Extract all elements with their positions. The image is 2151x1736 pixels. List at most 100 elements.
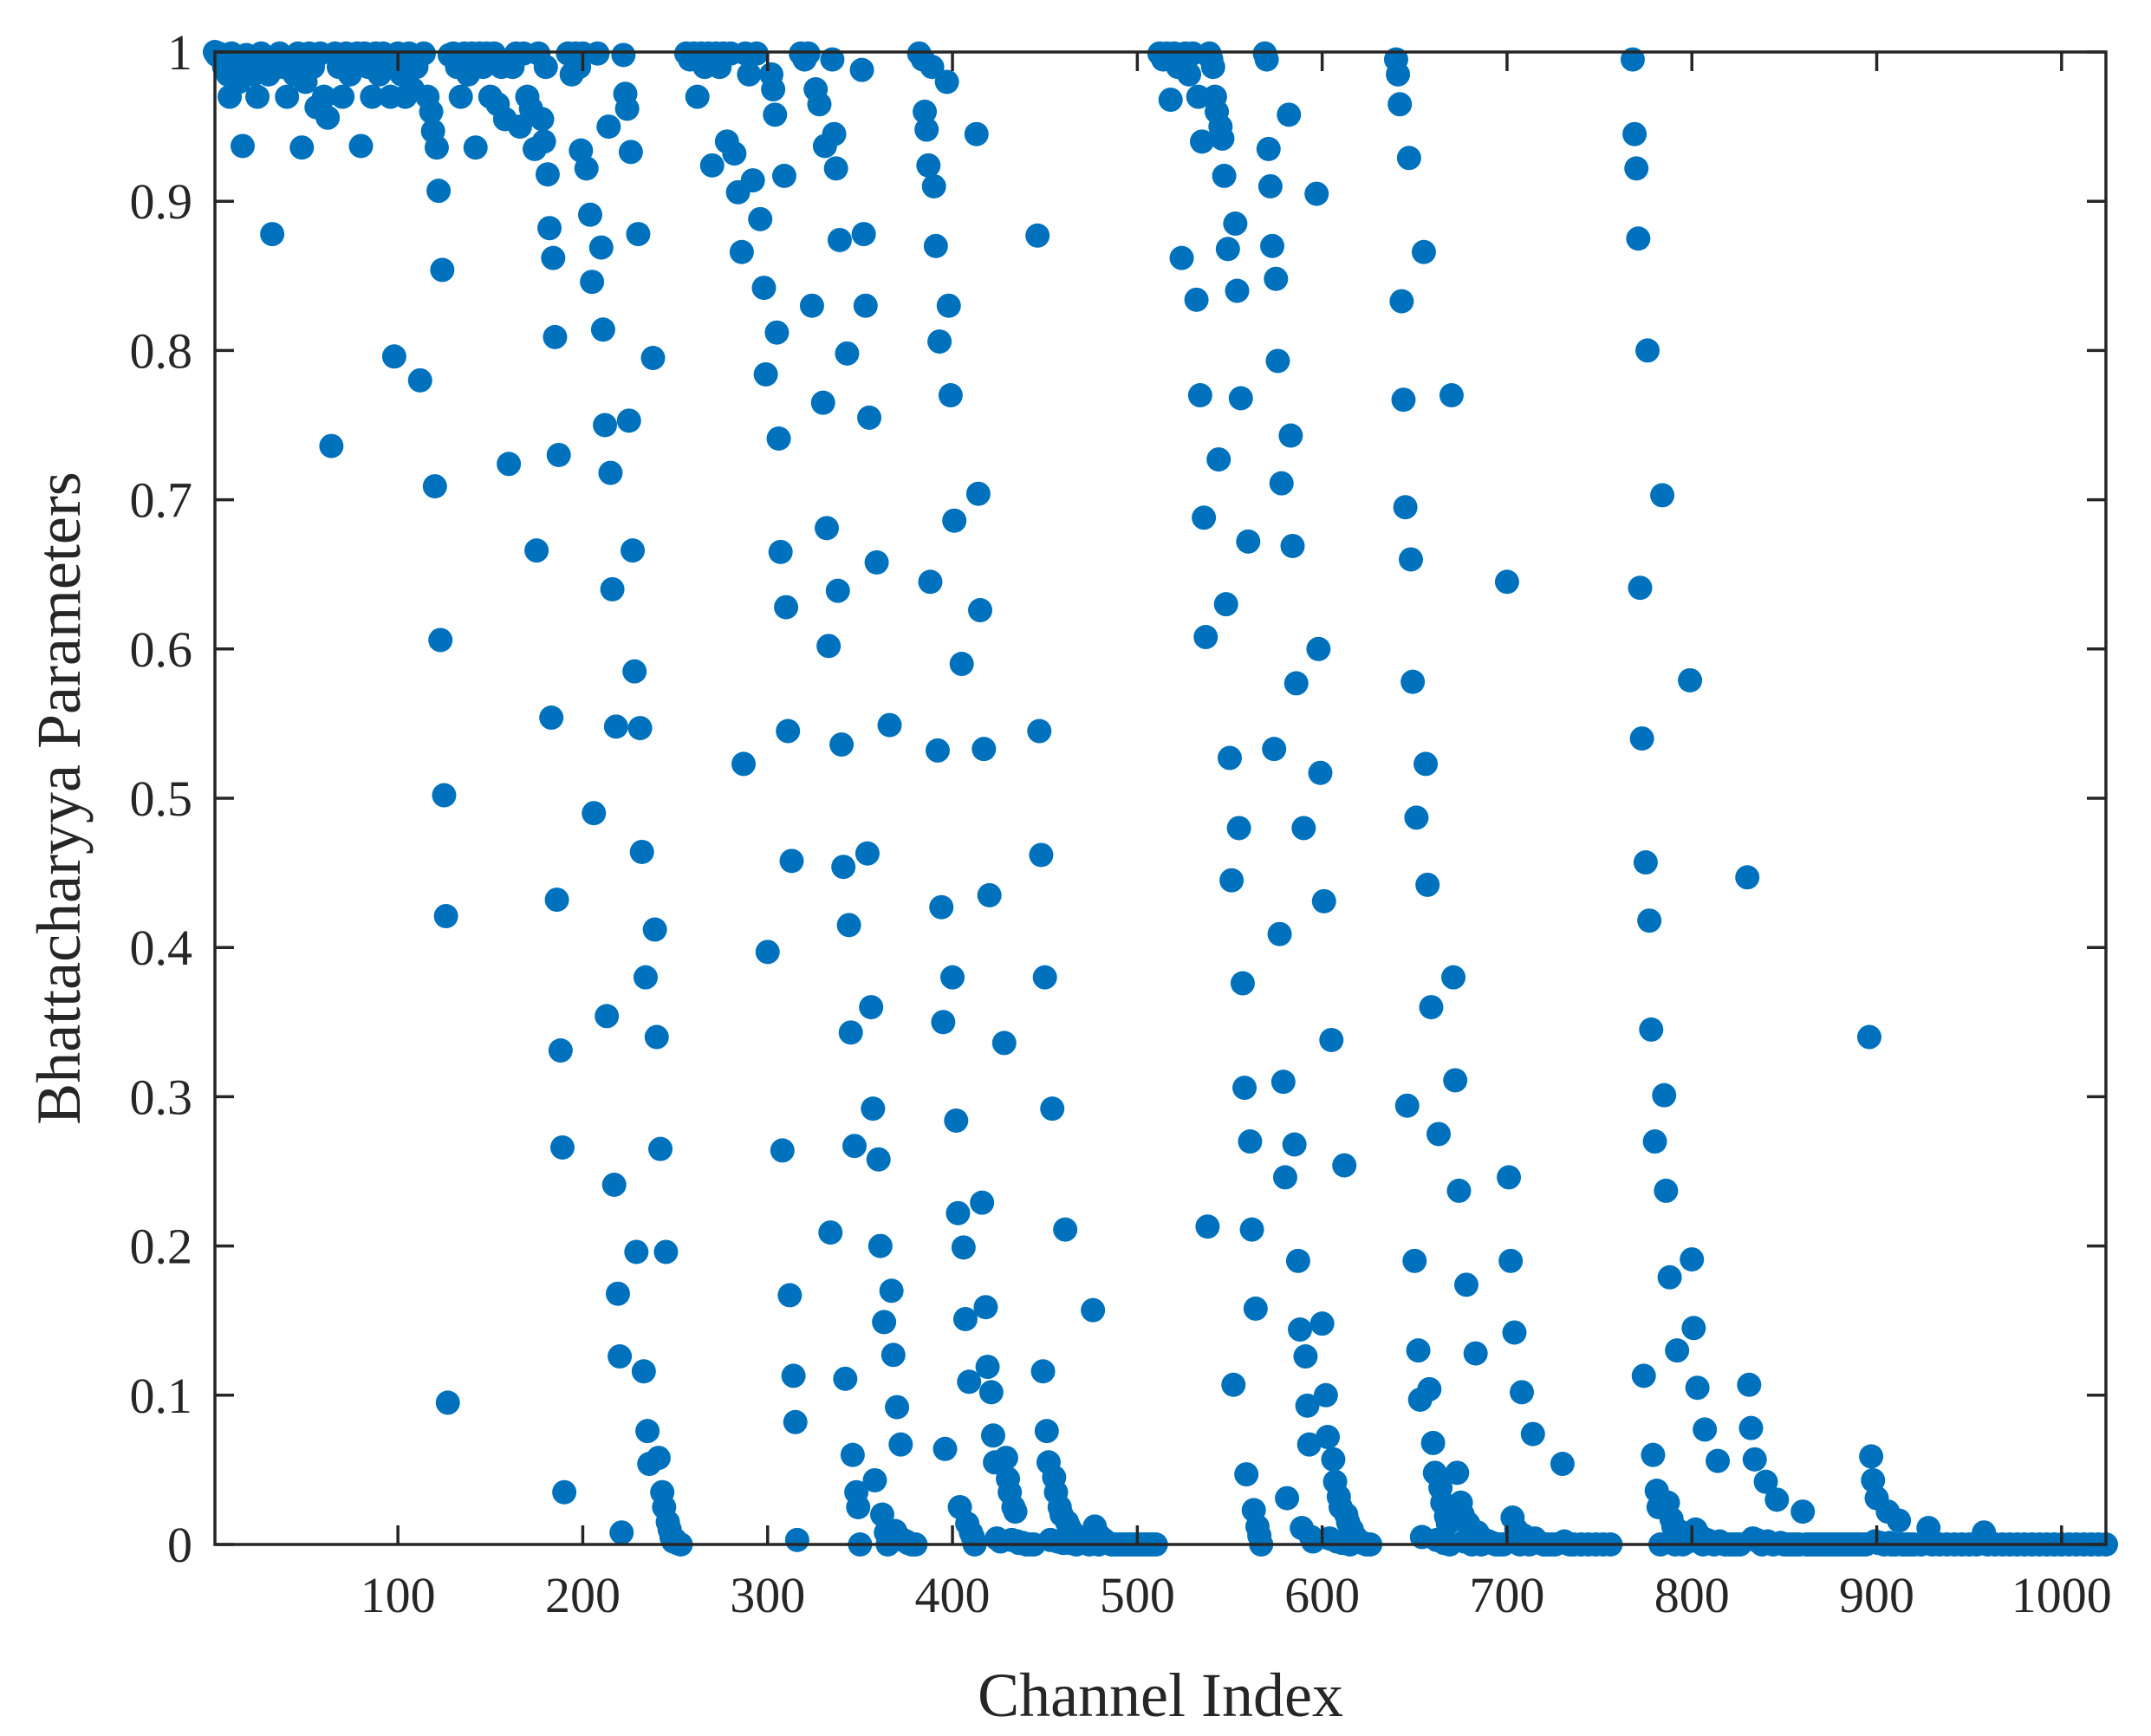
data-point	[1053, 1217, 1078, 1242]
y-tick-label: 0.6	[130, 621, 193, 678]
x-tick-label: 1000	[2011, 1567, 2112, 1623]
data-point	[588, 235, 614, 260]
data-point	[842, 1134, 867, 1159]
y-tick-label: 0.3	[130, 1069, 193, 1125]
data-point	[1856, 1024, 1881, 1050]
data-point	[530, 107, 555, 132]
data-point	[846, 1494, 871, 1519]
data-point	[1293, 1344, 1318, 1369]
data-point	[1635, 338, 1660, 363]
data-point	[1550, 1452, 1575, 1477]
data-point	[1306, 636, 1331, 661]
data-point	[507, 114, 532, 140]
data-point	[1626, 226, 1651, 251]
data-point	[275, 84, 300, 109]
data-point	[949, 652, 974, 677]
data-point	[936, 293, 961, 318]
data-point	[543, 324, 568, 349]
data-point	[823, 156, 848, 181]
data-point	[952, 1306, 978, 1331]
data-point	[946, 1200, 971, 1226]
data-point	[1419, 995, 1444, 1020]
data-point	[1195, 1214, 1220, 1239]
data-point	[885, 1395, 910, 1420]
data-point	[913, 99, 938, 124]
data-point	[544, 888, 569, 913]
data-point	[1652, 1083, 1677, 1108]
data-point	[1420, 1430, 1446, 1455]
data-point	[531, 129, 556, 154]
data-point	[1494, 569, 1519, 595]
data-point	[934, 69, 959, 94]
data-point	[622, 659, 647, 684]
data-point	[1234, 1462, 1259, 1487]
data-point	[825, 578, 850, 603]
data-point	[627, 716, 653, 741]
data-point	[1417, 1376, 1442, 1401]
data-point	[1622, 121, 1647, 146]
data-point	[1790, 1499, 1816, 1525]
data-point	[1738, 1415, 1764, 1440]
data-point	[635, 1419, 660, 1444]
data-point	[753, 361, 778, 387]
data-point	[1189, 129, 1214, 154]
data-point	[831, 855, 856, 880]
y-tick-label: 1	[167, 24, 192, 81]
data-point	[1443, 1068, 1468, 1093]
x-tick-label: 300	[730, 1567, 805, 1623]
data-point	[601, 1173, 627, 1197]
data-point	[315, 105, 341, 130]
data-point	[807, 92, 832, 117]
data-point	[1681, 1316, 1706, 1341]
data-point	[859, 995, 884, 1020]
data-point	[761, 77, 786, 102]
data-point	[835, 341, 860, 366]
data-point	[751, 276, 777, 301]
x-tick-label: 700	[1469, 1567, 1544, 1623]
data-point	[535, 162, 560, 187]
data-point	[1184, 287, 1209, 312]
data-point	[1256, 136, 1281, 161]
data-point	[927, 329, 952, 354]
data-point	[580, 270, 605, 295]
data-point	[1399, 547, 1424, 572]
x-tick-label: 400	[915, 1567, 991, 1623]
data-point	[577, 202, 602, 227]
data-point	[1680, 1247, 1705, 1272]
data-point	[626, 222, 651, 247]
data-point	[644, 1024, 669, 1050]
data-point	[381, 344, 406, 369]
x-axis-ticks: 100 200 300 400 500 600 700 800 900 1000	[361, 52, 2112, 1623]
x-tick-label: 500	[1100, 1567, 1175, 1623]
data-point	[360, 84, 385, 109]
data-point	[1285, 1248, 1310, 1273]
data-point	[603, 714, 628, 739]
data-point	[1321, 1447, 1346, 1472]
data-point	[722, 141, 747, 166]
data-point	[1753, 1469, 1778, 1494]
data-point	[1309, 1311, 1335, 1336]
data-point	[1657, 1265, 1682, 1290]
data-point	[618, 140, 643, 165]
data-point	[1265, 348, 1290, 374]
data-point	[1629, 726, 1654, 751]
data-point	[1441, 965, 1466, 990]
data-point	[783, 1409, 808, 1434]
data-point	[640, 346, 666, 371]
data-point	[1027, 718, 1052, 744]
data-point	[748, 206, 773, 231]
data-point	[1389, 289, 1414, 314]
data-point	[770, 1138, 795, 1163]
data-point	[1308, 760, 1333, 785]
x-tick-label: 800	[1654, 1567, 1730, 1623]
data-point	[407, 367, 432, 393]
data-point	[1415, 872, 1440, 897]
data-point	[766, 426, 791, 451]
data-point	[774, 595, 799, 620]
data-point	[1238, 1129, 1263, 1154]
data-point	[433, 904, 458, 929]
data-point	[755, 940, 780, 965]
data-point	[1239, 1217, 1264, 1242]
data-point	[1003, 1499, 1028, 1525]
